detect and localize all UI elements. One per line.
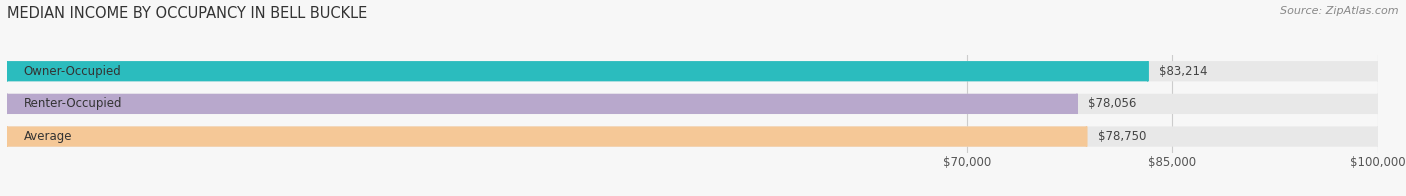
Text: $83,214: $83,214 (1159, 65, 1208, 78)
FancyBboxPatch shape (7, 126, 1378, 147)
FancyBboxPatch shape (7, 61, 1378, 81)
Text: Average: Average (24, 130, 72, 143)
FancyBboxPatch shape (7, 61, 1147, 81)
FancyBboxPatch shape (7, 126, 1087, 147)
Text: $78,056: $78,056 (1088, 97, 1136, 110)
Text: Source: ZipAtlas.com: Source: ZipAtlas.com (1281, 6, 1399, 16)
FancyBboxPatch shape (7, 94, 1378, 114)
Text: MEDIAN INCOME BY OCCUPANCY IN BELL BUCKLE: MEDIAN INCOME BY OCCUPANCY IN BELL BUCKL… (7, 6, 367, 21)
Text: Owner-Occupied: Owner-Occupied (24, 65, 121, 78)
Text: $78,750: $78,750 (1098, 130, 1146, 143)
Text: Renter-Occupied: Renter-Occupied (24, 97, 122, 110)
FancyBboxPatch shape (7, 94, 1077, 114)
